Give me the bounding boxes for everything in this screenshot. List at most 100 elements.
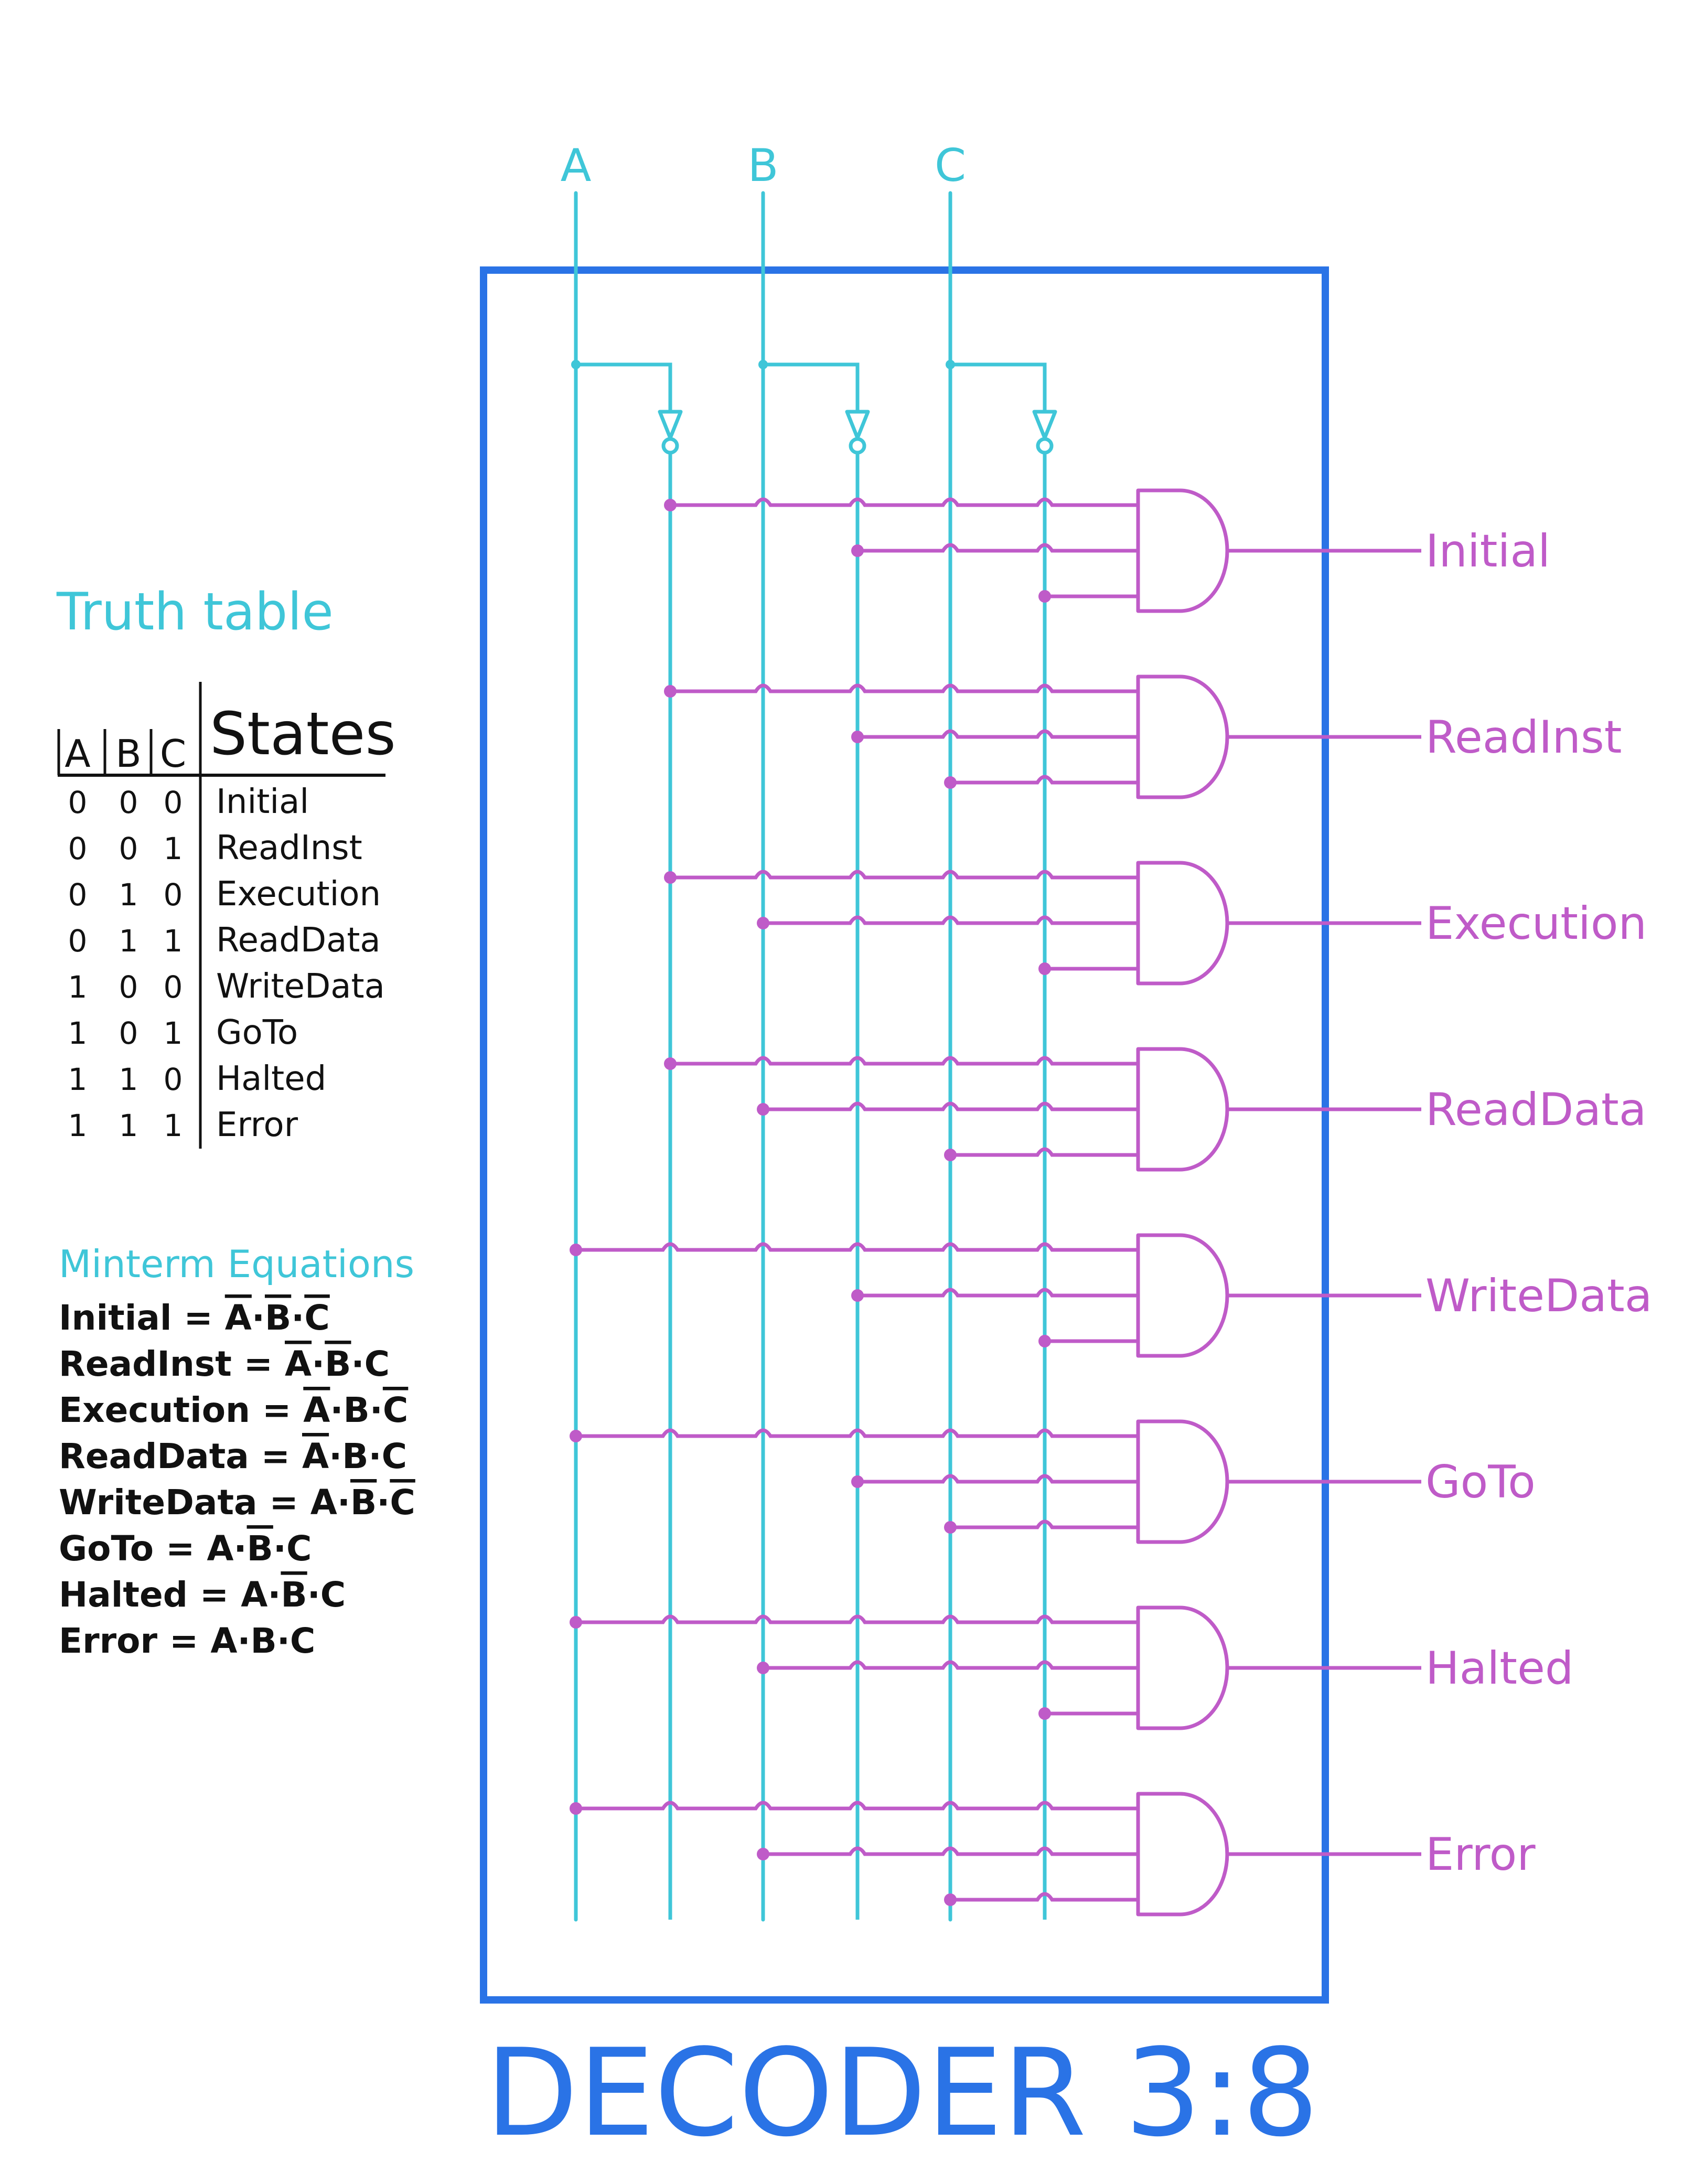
output-label-readinst: ReadInst bbox=[1425, 711, 1622, 764]
truth-table-state: Halted bbox=[216, 1059, 326, 1098]
gate-input-wire bbox=[763, 915, 1138, 925]
input-label-c: C bbox=[935, 140, 966, 192]
gate-input-wire bbox=[576, 1242, 1138, 1252]
truth-table-header-c: C bbox=[160, 732, 186, 776]
wire-junction bbox=[851, 731, 864, 743]
minterm-equation: Initial = A·B·C bbox=[59, 1298, 330, 1338]
truth-table-cell: 1 bbox=[119, 923, 138, 959]
wire-junction bbox=[944, 776, 957, 789]
not-gate-bubble bbox=[1036, 437, 1054, 455]
minterm-equation: ReadInst = A·B·C bbox=[59, 1344, 390, 1384]
minterm-equation: ReadData = A·B·C bbox=[59, 1436, 407, 1476]
not-gate-bubble bbox=[849, 437, 866, 455]
wire-junction bbox=[851, 1289, 864, 1302]
gate-input-wire bbox=[857, 1474, 1138, 1484]
minterm-equation: Halted = A·B·C bbox=[59, 1575, 346, 1615]
wire-junction bbox=[570, 1616, 582, 1629]
truth-table-cell: 1 bbox=[119, 877, 138, 913]
and-gate-6 bbox=[570, 1605, 1421, 1730]
minterm-equation: Execution = A·B·C bbox=[59, 1390, 408, 1430]
truth-table-cell: 1 bbox=[68, 1108, 88, 1143]
output-label-readdata: ReadData bbox=[1425, 1084, 1646, 1136]
truth-table-state: ReadInst bbox=[216, 829, 362, 868]
wire-junction bbox=[944, 1893, 957, 1906]
and-gate-1 bbox=[664, 675, 1421, 799]
truth-table-header-states: States bbox=[210, 700, 396, 768]
truth-table-cell: 0 bbox=[119, 1015, 138, 1051]
truth-table-cell: 1 bbox=[164, 1108, 183, 1143]
truth-table-cell: 1 bbox=[164, 1015, 183, 1051]
gate-input-wire bbox=[670, 1056, 1138, 1066]
and-gate-4 bbox=[570, 1233, 1421, 1358]
wire-junction bbox=[757, 1848, 769, 1860]
wire-junction bbox=[664, 1057, 677, 1070]
wire-junction bbox=[664, 685, 677, 698]
and-gate-0 bbox=[664, 488, 1421, 613]
truth-table-state: GoTo bbox=[216, 1013, 298, 1052]
inverter-branch-b bbox=[763, 362, 860, 412]
minterm-equation: GoTo = A·B·C bbox=[59, 1528, 312, 1569]
truth-table-cell: 0 bbox=[68, 785, 88, 820]
truth-table-cell: 0 bbox=[164, 969, 183, 1005]
truth-table-cell: 0 bbox=[119, 969, 138, 1005]
output-label-goto: GoTo bbox=[1425, 1456, 1536, 1508]
output-label-halted: Halted bbox=[1425, 1642, 1573, 1695]
wire-junction bbox=[1038, 962, 1051, 975]
truth-table-state: Initial bbox=[216, 783, 309, 821]
truth-table-cell: 1 bbox=[68, 1015, 88, 1051]
wire-junction bbox=[1038, 590, 1051, 603]
truth-table-cell: 0 bbox=[119, 831, 138, 866]
truth-table-cell: 0 bbox=[68, 877, 88, 913]
truth-table-cell: 0 bbox=[68, 923, 88, 959]
not-gate-a bbox=[658, 410, 683, 440]
inverter-branch-c bbox=[950, 362, 1047, 412]
output-label-error: Error bbox=[1425, 1828, 1536, 1881]
and-gate-7 bbox=[570, 1792, 1421, 1917]
truth-table-cell: 1 bbox=[164, 831, 183, 866]
gate-input-wire bbox=[950, 1147, 1138, 1157]
wire-junction bbox=[570, 1430, 582, 1442]
wire-junction bbox=[1038, 1707, 1051, 1720]
output-label-execution: Execution bbox=[1425, 897, 1647, 950]
truth-table-cell: 1 bbox=[164, 923, 183, 959]
truth-table-state: Error bbox=[216, 1106, 298, 1144]
and-gate-2 bbox=[664, 861, 1421, 986]
gate-input-wire bbox=[857, 729, 1138, 739]
gate-input-wire bbox=[763, 1101, 1138, 1111]
wire-junction bbox=[944, 1521, 957, 1534]
output-label-writedata: WriteData bbox=[1425, 1270, 1652, 1322]
and-gate-3 bbox=[664, 1047, 1421, 1172]
wire-junction bbox=[757, 1662, 769, 1674]
truth-table-cell: 1 bbox=[119, 1108, 138, 1143]
minterm-equation: Error = A·B·C bbox=[59, 1621, 315, 1661]
output-label-initial: Initial bbox=[1425, 525, 1550, 577]
wire-junction bbox=[944, 1149, 957, 1161]
gate-input-wire bbox=[763, 1846, 1138, 1856]
truth-table-cell: 1 bbox=[68, 969, 88, 1005]
gate-input-wire bbox=[950, 775, 1138, 785]
gate-input-wire bbox=[857, 543, 1138, 553]
diagram-title: DECODER 3:8 bbox=[485, 2024, 1319, 2164]
decoder-box bbox=[480, 266, 1329, 2004]
gate-input-wire bbox=[950, 1519, 1138, 1529]
wire-junction bbox=[1038, 1335, 1051, 1347]
wire-junction bbox=[851, 1475, 864, 1488]
gate-input-wire bbox=[576, 1801, 1138, 1811]
truth-table-header-a: A bbox=[65, 732, 90, 776]
truth-table-cell: 1 bbox=[119, 1062, 138, 1097]
wire-junction bbox=[570, 1244, 582, 1256]
gate-input-wire bbox=[670, 497, 1138, 507]
gate-input-wire bbox=[576, 1428, 1138, 1438]
truth-table-state: WriteData bbox=[216, 967, 385, 1006]
inverter-branch-a bbox=[576, 362, 672, 412]
truth-table-cell: 0 bbox=[68, 831, 88, 866]
truth-table-header-b: B bbox=[115, 732, 141, 776]
wire-junction bbox=[757, 917, 769, 929]
minterm-title: Minterm Equations bbox=[59, 1242, 414, 1286]
truth-table-cell: 1 bbox=[68, 1062, 88, 1097]
truth-table-cell: 0 bbox=[119, 785, 138, 820]
gate-input-wire bbox=[670, 870, 1138, 880]
truth-table-title: Truth table bbox=[56, 582, 334, 642]
gate-input-wire bbox=[763, 1660, 1138, 1670]
wire-junction bbox=[664, 499, 677, 511]
